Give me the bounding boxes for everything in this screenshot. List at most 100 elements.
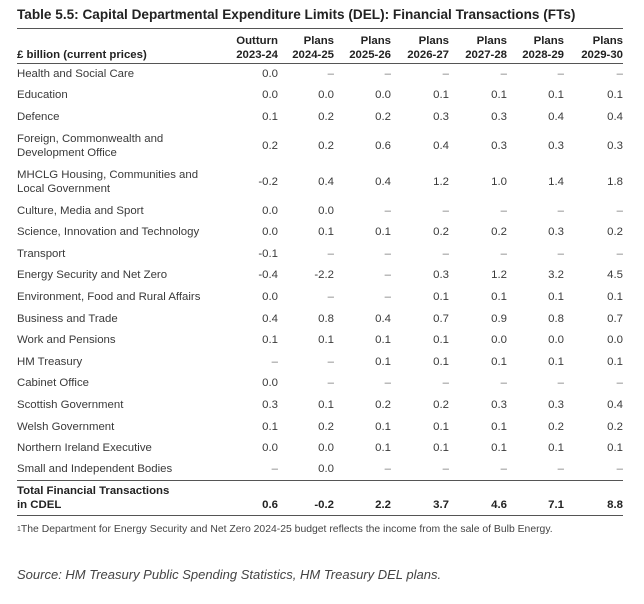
value-cell: 0.1 [548,290,564,303]
value-cell: – [442,68,449,81]
column-type: Plans [476,34,507,47]
column-type: Plans [360,34,391,47]
row-label-line: Education [17,89,68,102]
value-cell: -0.2 [258,175,278,188]
footnote-text: The Department for Energy Security and N… [20,524,553,535]
row-label-line: Development Office [17,146,117,159]
table-row: Environment, Food and Rural Affairs 0.0 – –… [17,286,623,308]
value-cell: 0.9 [491,312,507,325]
row-label: Scottish Government [17,394,231,416]
value-cell: -2.2 [314,269,334,282]
row-label: Health and Social Care [17,63,231,85]
value-cell: 0.0 [548,334,564,347]
value-cell: 0.1 [433,355,449,368]
row-label: Energy Security and Net Zero [17,265,231,287]
value-cell: 0.1 [548,442,564,455]
value-cell: 0.3 [548,226,564,239]
value-cell: 0.1 [318,226,334,239]
value-cell: 0.1 [433,89,449,102]
table-row: HM Treasury – – 0.1 0.1 0.1 0.1 0.1 [17,351,623,373]
value-cell: 0.1 [433,334,449,347]
value-cell: – [327,355,334,368]
value-cell: – [384,269,391,282]
value-cell: 8.8 [564,480,623,516]
row-label-line: MHCLG Housing, Communities and [17,168,199,181]
row-label-line: Defence [17,110,60,123]
value-cell: – [384,463,391,476]
value-cell: 0.1 [318,398,334,411]
value-cell: 0.2 [433,226,449,239]
row-label-line: Work and Pensions [17,334,116,347]
value-cell: 0.3 [262,398,278,411]
value-cell: – [442,247,449,260]
value-cell: 0.2 [548,420,564,433]
row-label: Total Financial Transactions in CDEL [17,480,231,516]
row-label: HM Treasury [17,351,231,373]
table-row: Foreign, Commonwealth and Development Off… [17,128,623,164]
value-cell: 0.1 [262,110,278,123]
value-cell: – [616,204,623,217]
row-label-line: Culture, Media and Sport [17,204,144,217]
row-label: Northern Ireland Executive [17,437,231,459]
row-label: Education [17,85,231,107]
column-year: 2027-28 [465,48,507,61]
column-header: Plans 2028-29 [507,30,564,64]
value-cell: 1.2 [491,269,507,282]
value-cell: 0.2 [318,139,334,152]
value-cell: – [616,68,623,81]
row-label: MHCLG Housing, Communities and Local Gove… [17,164,231,200]
value-cell: 0.0 [318,463,334,476]
value-cell: 0.7 [433,312,449,325]
value-cell: 0.2 [262,139,278,152]
value-cell: – [384,68,391,81]
table-row: Small and Independent Bodies – 0.0 – – – – – [17,459,623,481]
value-cell: 0.3 [433,110,449,123]
value-cell: 0.1 [433,442,449,455]
value-cell: – [384,247,391,260]
value-cell: 0.1 [491,355,507,368]
value-cell: 0.1 [262,420,278,433]
value-cell: – [271,355,278,368]
value-cell: 0.1 [375,442,391,455]
table-row: MHCLG Housing, Communities and Local Gove… [17,164,623,200]
value-cell: -0.1 [258,247,278,260]
row-label-line: Transport [17,247,66,260]
value-cell: – [557,68,564,81]
column-header: Plans 2027-28 [449,30,507,64]
value-cell: 0.1 [491,290,507,303]
value-cell: 0.3 [548,139,564,152]
table-row: Welsh Government 0.1 0.2 0.1 0.1 0.1 0.2 0.2 [17,416,623,438]
value-cell: 0.0 [318,442,334,455]
value-cell: 0.4 [607,110,623,123]
column-year: 2023-24 [236,48,278,61]
total-row: Total Financial Transactions in CDEL 0.6 -0… [17,480,623,516]
value-cell: 0.1 [433,420,449,433]
table-row: Culture, Media and Sport 0.0 0.0 – – – – – [17,200,623,222]
value-cell: 0.4 [262,312,278,325]
header-row: £ billion (current prices) Outturn 2023-2… [17,30,623,64]
value-cell: 1.0 [491,175,507,188]
column-header: Plans 2029-30 [564,30,623,64]
value-cell: 0.0 [262,377,278,390]
value-cell: – [327,377,334,390]
row-label-line: Total Financial Transactions [17,485,170,497]
value-cell: 0.2 [433,398,449,411]
row-label-line: Business and Trade [17,312,118,325]
row-label: Culture, Media and Sport [17,200,231,222]
value-cell: – [616,247,623,260]
value-cell: – [557,463,564,476]
value-cell: 0.2 [607,420,623,433]
table-body: Health and Social Care 0.0 – – – – – – Education… [17,63,623,516]
value-cell: 3.7 [391,480,449,516]
column-type: Plans [418,34,449,47]
value-cell: 2.2 [334,480,391,516]
value-cell: 0.1 [375,334,391,347]
row-label-line: Health and Social Care [17,68,135,81]
value-cell: 0.7 [607,312,623,325]
value-cell: 0.0 [262,290,278,303]
value-cell: 0.3 [491,398,507,411]
row-label-line: Environment, Food and Rural Affairs [17,290,201,303]
value-cell: – [327,290,334,303]
value-cell: 1.4 [548,175,564,188]
